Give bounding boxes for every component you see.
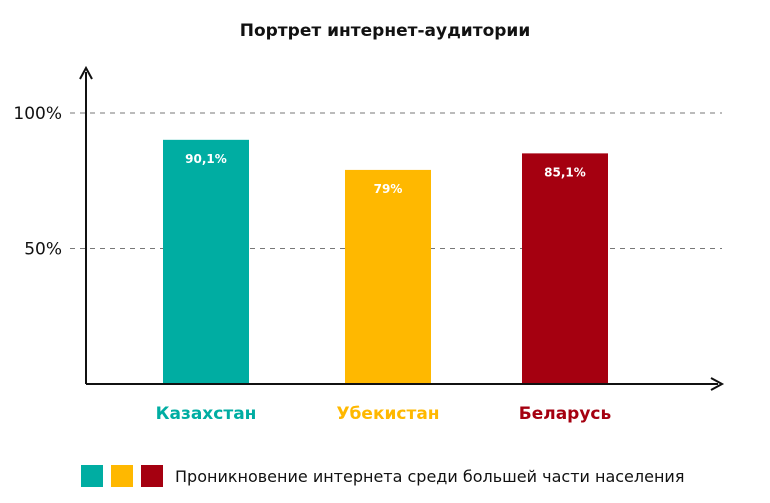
bar: [522, 153, 608, 384]
category-labels: Казахстан Убекистан Беларусь: [156, 404, 612, 424]
category-label: Беларусь: [519, 404, 612, 424]
x-axis-arrow: [710, 377, 725, 391]
legend-label: Проникновение интернета среди большей ча…: [175, 467, 684, 486]
bars: [163, 139, 608, 384]
data-label: 85,1%: [544, 165, 586, 179]
legend: Проникновение интернета среди большей ча…: [81, 465, 684, 487]
y-tick-label: 100%: [13, 104, 62, 124]
y-tick-label: 50%: [24, 240, 62, 260]
legend-swatch: [141, 465, 163, 487]
gridlines: [70, 112, 722, 249]
chart-title: Портрет интернет-аудитории: [240, 21, 531, 41]
legend-swatch: [111, 465, 133, 487]
data-labels: 90,1% 79% 85,1%: [185, 152, 586, 196]
data-label: 79%: [374, 182, 403, 196]
category-label: Казахстан: [156, 404, 257, 424]
y-tick-labels: 50% 100%: [13, 104, 62, 260]
axes: [79, 65, 725, 391]
legend-swatch: [81, 465, 103, 487]
y-axis-arrow: [79, 65, 93, 80]
bar: [163, 139, 249, 384]
category-label: Убекистан: [336, 404, 439, 424]
data-label: 90,1%: [185, 152, 227, 166]
bar: [345, 169, 431, 384]
